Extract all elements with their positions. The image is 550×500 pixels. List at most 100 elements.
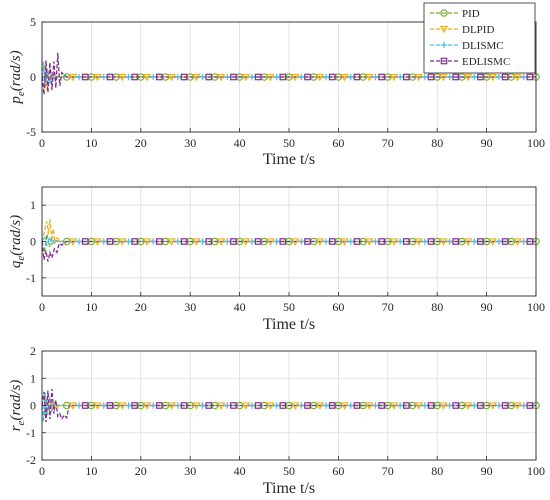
marker-dlismc [174,238,182,245]
marker-dlismc [75,73,83,81]
marker-dlpid [290,73,300,82]
marker-edlismc [452,238,460,245]
marker-edlismc [156,238,163,245]
marker-dlismc [199,238,206,245]
marker-edlismc [477,73,484,81]
marker-dlismc [149,238,157,245]
marker-dlismc [149,402,157,409]
marker-edlismc [403,73,410,81]
marker-dlpid [118,73,127,82]
marker-edlismc [156,402,163,409]
marker-dlismc [100,402,107,409]
marker-dlpid [241,73,250,82]
x-tick-label: 20 [135,464,147,478]
x-tick-label: 20 [135,300,147,314]
marker-dlismc [174,73,182,81]
marker-dlismc [495,402,503,409]
legend-marker-dlismc [440,41,448,49]
x-tick-label: 50 [283,300,295,314]
marker-edlismc [328,73,336,81]
marker-dlpid [266,73,275,82]
legend-label-dlismc: DLISMC [462,40,504,52]
marker-dlismc [125,73,132,81]
x-tick-label: 80 [431,136,443,150]
marker-dlismc [273,402,280,409]
marker-dlpid [513,402,522,410]
marker-dlpid [488,238,497,246]
x-tick-label: 70 [382,136,394,150]
x-tick-label: 100 [527,300,545,314]
marker-pid [62,237,71,246]
marker-dlismc [322,238,330,245]
marker-edlismc [378,402,385,409]
marker-dlismc [75,238,83,245]
x-tick-label: 30 [184,300,196,314]
marker-dlismc [298,238,305,245]
marker-edlismc [427,73,435,81]
marker-dlpid [266,402,275,410]
marker-dlpid [488,402,497,410]
legend-marker-dlpid [439,25,449,34]
marker-dlpid [414,73,423,82]
marker-dlismc [125,402,132,409]
marker-edlismc [403,238,410,245]
marker-edlismc [353,402,361,409]
x-tick-label: 20 [135,136,147,150]
marker-edlismc [304,402,311,409]
marker-dlismc [495,238,503,245]
x-tick-label: 100 [527,464,545,478]
x-tick-label: 80 [431,464,443,478]
marker-edlismc [81,238,89,245]
marker-dlpid [68,73,78,82]
marker-dlpid [68,238,78,246]
marker-dlpid [290,238,300,246]
x-tick-label: 0 [39,136,45,150]
marker-dlpid [167,238,176,246]
marker-dlpid [389,402,399,410]
marker-edlismc [279,402,287,409]
marker-dlpid [192,73,201,82]
marker-edlismc [81,402,89,409]
marker-dlismc [224,402,231,409]
marker-edlismc [526,73,534,81]
marker-dlismc [125,238,132,245]
x-tick-label: 70 [382,300,394,314]
marker-dlismc [224,238,231,245]
x-tick-label: 10 [85,464,97,478]
legend-label-edlismc: EDLISMC [462,56,510,68]
x-tick-label: 40 [234,136,246,150]
marker-edlismc [230,238,237,245]
marker-dlismc [372,402,379,409]
series-line-dlpid [42,218,536,244]
y-tick-label: 2 [30,344,36,358]
marker-dlpid [389,238,399,246]
marker-dlismc [495,73,503,81]
marker-dlismc [174,402,182,409]
marker-dlismc [224,73,231,81]
marker-dlismc [199,402,206,409]
marker-dlismc [396,238,404,245]
marker-dlpid [167,402,176,410]
marker-edlismc [106,238,114,245]
marker-dlpid [192,402,201,410]
marker-dlpid [142,73,152,82]
marker-edlismc [304,238,311,245]
marker-edlismc [328,402,336,409]
marker-dlpid [365,402,374,410]
marker-dlismc [248,73,256,81]
x-tick-label: 60 [332,136,344,150]
marker-edlismc [378,73,385,81]
marker-edlismc [156,73,163,81]
marker-dlpid [266,238,275,246]
marker-edlismc [378,238,385,245]
marker-edlismc [353,73,361,81]
marker-dlpid [192,238,201,246]
marker-dlismc [520,73,527,81]
x-tick-label: 90 [481,136,493,150]
y-tick-label: -1 [26,426,36,440]
y-axis-title: pe(rad/s) [8,50,27,104]
marker-dlpid [290,402,300,410]
marker-edlismc [106,402,114,409]
x-tick-label: 80 [431,300,443,314]
